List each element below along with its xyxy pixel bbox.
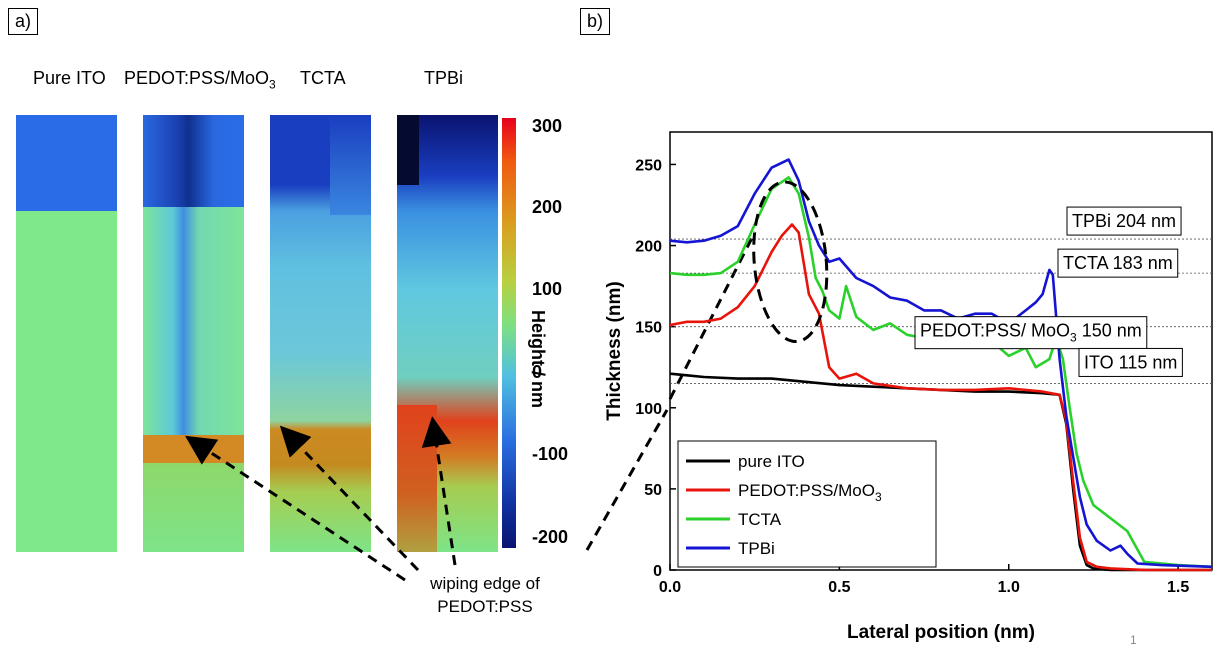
reference-label-2: PEDOT:PSS/ MoO3 150 nm	[914, 316, 1148, 350]
series-line-3	[669, 158, 1213, 569]
y-tick-label: 200	[635, 239, 662, 256]
colorbar-tick: -200	[532, 527, 569, 547]
reference-label-text: PEDOT:PSS/ MoO3 150 nm	[920, 321, 1142, 345]
colorbar-tick: 200	[532, 197, 563, 217]
heightmap-pure-ito	[16, 115, 117, 552]
reference-label-3: ITO 115 nm	[1078, 347, 1183, 377]
reference-label-box	[1078, 347, 1183, 377]
reference-label-box	[1066, 206, 1182, 236]
page-number: 1	[1130, 633, 1137, 647]
legend-label-0: pure ITO	[738, 452, 805, 471]
peak-highlight-ellipse	[752, 180, 829, 344]
colorbar-tick: 0	[532, 362, 543, 382]
colorbar-tick: 300	[532, 116, 563, 136]
reference-label-box	[914, 316, 1148, 350]
plot-frame	[669, 131, 1213, 571]
panel-b-tag: b)	[580, 8, 611, 35]
colorbar	[502, 118, 516, 548]
x-tick-label: 0.0	[659, 579, 681, 596]
panel-a-tag: a)	[8, 8, 39, 35]
series-line-0	[669, 372, 1212, 572]
y-tick-label: 0	[653, 563, 662, 580]
colorbar-tick: -100	[532, 444, 569, 464]
reference-label-1: TCTA 183 nm	[1057, 248, 1179, 278]
reference-label-box	[1057, 248, 1179, 278]
y-tick-label: 50	[644, 482, 662, 499]
reference-label-text: TPBi 204 nm	[1072, 211, 1176, 231]
legend-label-3: TPBi	[738, 539, 775, 558]
label-pedot: PEDOT:PSS/MoO3	[124, 68, 276, 92]
colorbar-tick: 100	[532, 279, 563, 299]
y-tick-label: 100	[635, 401, 662, 418]
x-axis-label: Lateral position (nm)	[847, 622, 1035, 643]
x-tick-label: 0.5	[828, 579, 850, 596]
y-tick-label: 150	[635, 320, 662, 337]
legend-label-2: TCTA	[738, 510, 782, 529]
x-tick-label: 1.0	[998, 579, 1020, 596]
label-pure-ito: Pure ITO	[33, 68, 106, 88]
y-axis-label: Thickness (nm)	[604, 281, 625, 420]
reference-label-text: ITO 115 nm	[1084, 352, 1177, 372]
label-tcta: TCTA	[300, 68, 346, 88]
label-tpbi: TPBi	[424, 68, 464, 88]
reference-label-0: TPBi 204 nm	[1066, 206, 1182, 236]
series-line-1	[669, 223, 1212, 572]
wiping-edge-annotation: wiping edge of PEDOT:PSS	[430, 574, 540, 616]
legend-label-1: PEDOT:PSS/MoO3	[738, 481, 882, 504]
y-tick-label: 250	[635, 157, 662, 174]
reference-label-text: TCTA 183 nm	[1063, 253, 1173, 273]
x-tick-label: 1.5	[1167, 579, 1189, 596]
